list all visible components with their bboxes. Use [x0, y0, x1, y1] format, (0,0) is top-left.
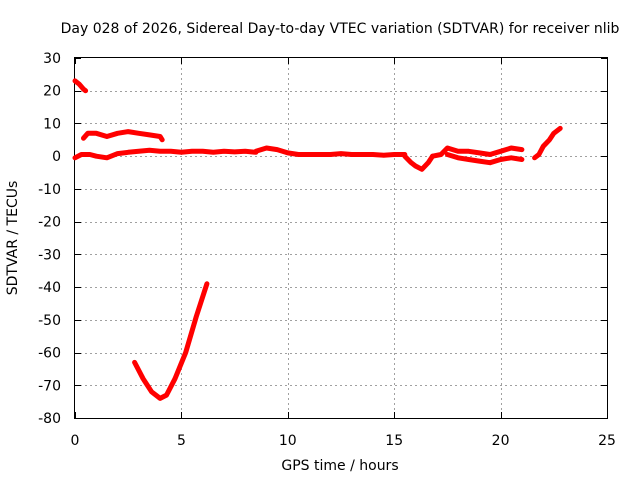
x-tick-label: 0 — [71, 433, 80, 449]
y-tick-label: 30 — [43, 51, 61, 67]
plot-frame — [74, 57, 608, 419]
y-tick-label: -60 — [38, 346, 61, 362]
x-axis-label: GPS time / hours — [281, 458, 398, 474]
series-late-trace-a — [430, 145, 525, 159]
y-tick-label: -10 — [38, 182, 61, 198]
grid-group — [75, 58, 607, 418]
series-upper-arc — [81, 129, 165, 143]
series-baseline-a — [72, 147, 259, 161]
series-group — [72, 78, 563, 401]
series-late-trace-b — [444, 152, 525, 166]
x-tick-label: 10 — [279, 433, 297, 449]
x-tick-label: 5 — [177, 433, 186, 449]
y-tick-label: -70 — [38, 378, 61, 394]
y-axis-label: SDTVAR / TECUs — [5, 181, 21, 296]
y-tick-label: 10 — [43, 116, 61, 132]
y-tick-label: 20 — [43, 84, 61, 100]
y-tick-label: -40 — [38, 280, 61, 296]
y-tick-label: -50 — [38, 313, 61, 329]
y-tick-label: 0 — [52, 149, 61, 165]
series-early-drop — [72, 78, 89, 94]
tick-group: 0 5 10 15 20 25 30 20 10 0 -10 -20 -30 -40 -50 -60 -70 -8… — [38, 51, 616, 449]
series-baseline-b — [253, 145, 408, 158]
y-tick-label: -20 — [38, 215, 61, 231]
x-tick-label: 25 — [598, 433, 616, 449]
x-tick-label: 20 — [492, 433, 510, 449]
chart-title: Day 028 of 2026, Sidereal Day-to-day VTE… — [61, 21, 620, 37]
series-late-rise — [532, 125, 563, 161]
x-tick-label: 15 — [385, 433, 403, 449]
y-tick-label: -30 — [38, 247, 61, 263]
series-negative-excursion — [132, 281, 210, 401]
series-dip-15-16 — [402, 153, 435, 172]
y-tick-label: -80 — [38, 411, 61, 427]
